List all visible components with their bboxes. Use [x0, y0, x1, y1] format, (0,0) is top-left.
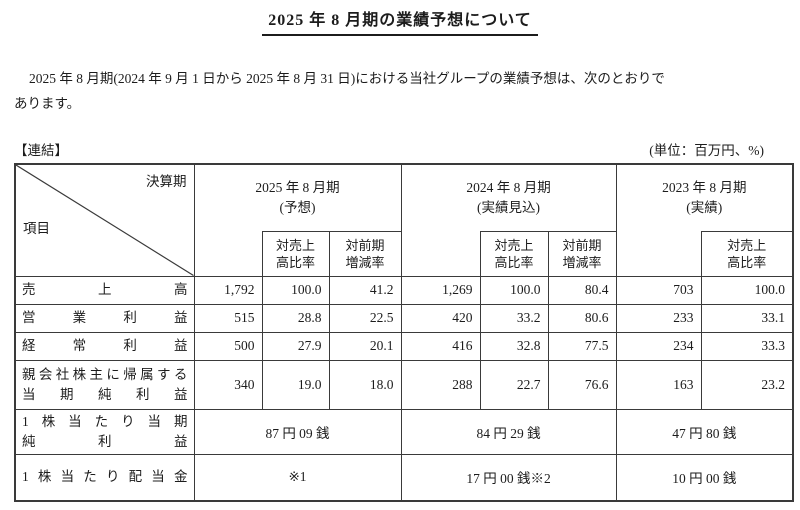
intro-line-2: あります。	[14, 96, 81, 111]
scope-label: 【連結】	[14, 143, 68, 158]
value-cell: 416	[400, 331, 481, 361]
value-cell: 80.6	[547, 303, 617, 333]
value-cell: 33.2	[479, 303, 549, 333]
value-cell: 76.6	[547, 359, 617, 410]
unit-label: (単位：百万円、%)	[649, 143, 764, 158]
value-cell: 28.8	[261, 303, 330, 333]
period-header-2023: 2023 年 8 月期 (実績)	[615, 163, 794, 231]
value-cell: 420	[400, 303, 481, 333]
intro-line-1: 2025 年 8 月期(2024 年 9 月 1 日から 2025 年 8 月 …	[29, 71, 665, 86]
value-cell: 163	[615, 359, 702, 410]
corner-cell: 決算期 項目	[14, 163, 195, 277]
corner-label-fiscal-period: 決算期	[146, 174, 187, 189]
value-cell: 100.0	[700, 275, 794, 305]
value-cell: 500	[193, 331, 263, 361]
value-cell: 32.8	[479, 331, 549, 361]
value-cell: 234	[615, 331, 702, 361]
intro-paragraph: 2025 年 8 月期(2024 年 9 月 1 日から 2025 年 8 月 …	[14, 66, 788, 116]
value-cell: 17 円 00 銭※2	[400, 453, 617, 502]
value-cell: 47 円 80 銭	[615, 408, 794, 455]
subheader-sales-ratio-2025: 対売上 高比率	[261, 230, 330, 277]
meta-row: 【連結】 (単位：百万円、%)	[14, 139, 792, 159]
value-cell: 18.0	[328, 359, 402, 410]
value-cell: 20.1	[328, 331, 402, 361]
table-row-net-income-attributable-to-parent: 親会社株主に帰属する 当期純利益 340 19.0 18.0 288 22.7 …	[14, 359, 794, 410]
value-cell: 41.2	[328, 275, 402, 305]
value-cell: ※1	[193, 453, 402, 502]
value-cell: 80.4	[547, 275, 617, 305]
value-cell: 1,792	[193, 275, 263, 305]
forecast-table: 決算期 項目 2025 年 8 月期 (予想) 2024 年 8 月期 (実績見…	[14, 163, 795, 502]
empty-subheader-cell	[615, 231, 702, 277]
value-cell: 10 円 00 銭	[615, 453, 794, 502]
row-label: 売上高	[14, 275, 195, 305]
value-cell: 33.1	[700, 303, 794, 333]
empty-subheader-cell	[193, 231, 263, 277]
table-row-net-sales: 売上高 1,792 100.0 41.2 1,269 100.0 80.4 70…	[14, 275, 794, 305]
value-cell: 1,269	[400, 275, 481, 305]
row-label: 経常利益	[14, 331, 195, 361]
value-cell: 515	[193, 303, 263, 333]
row-label: 営業利益	[14, 303, 195, 333]
subheader-yoy-change-2025: 対前期 増減率	[328, 230, 402, 277]
value-cell: 340	[193, 359, 263, 410]
table-row-ordinary-income: 経常利益 500 27.9 20.1 416 32.8 77.5 234 33.…	[14, 331, 794, 361]
corner-label-item: 項目	[23, 221, 50, 236]
value-cell: 233	[615, 303, 702, 333]
empty-subheader-cell	[400, 231, 481, 277]
value-cell: 77.5	[547, 331, 617, 361]
subheader-sales-ratio-2024: 対売上 高比率	[479, 230, 549, 277]
title-row: 2025 年 8 月期の業績予想について	[0, 6, 800, 36]
value-cell: 22.7	[479, 359, 549, 410]
subheader-yoy-change-2024: 対前期 増減率	[547, 230, 617, 277]
value-cell: 100.0	[479, 275, 549, 305]
value-cell: 27.9	[261, 331, 330, 361]
period-header-2025: 2025 年 8 月期 (予想)	[193, 163, 402, 231]
row-label: 親会社株主に帰属する 当期純利益	[14, 359, 195, 410]
value-cell: 288	[400, 359, 481, 410]
value-cell: 22.5	[328, 303, 402, 333]
period-header-2024: 2024 年 8 月期 (実績見込)	[400, 163, 617, 231]
value-cell: 19.0	[261, 359, 330, 410]
subheader-sales-ratio-2023: 対売上 高比率	[700, 230, 794, 277]
value-cell: 87 円 09 銭	[193, 408, 402, 455]
diagonal-divider-line	[16, 165, 193, 275]
value-cell: 23.2	[700, 359, 794, 410]
page-title: 2025 年 8 月期の業績予想について	[262, 6, 538, 36]
table-row-operating-income: 営業利益 515 28.8 22.5 420 33.2 80.6 233 33.…	[14, 303, 794, 333]
value-cell: 33.3	[700, 331, 794, 361]
value-cell: 84 円 29 銭	[400, 408, 617, 455]
value-cell: 100.0	[261, 275, 330, 305]
value-cell: 703	[615, 275, 702, 305]
